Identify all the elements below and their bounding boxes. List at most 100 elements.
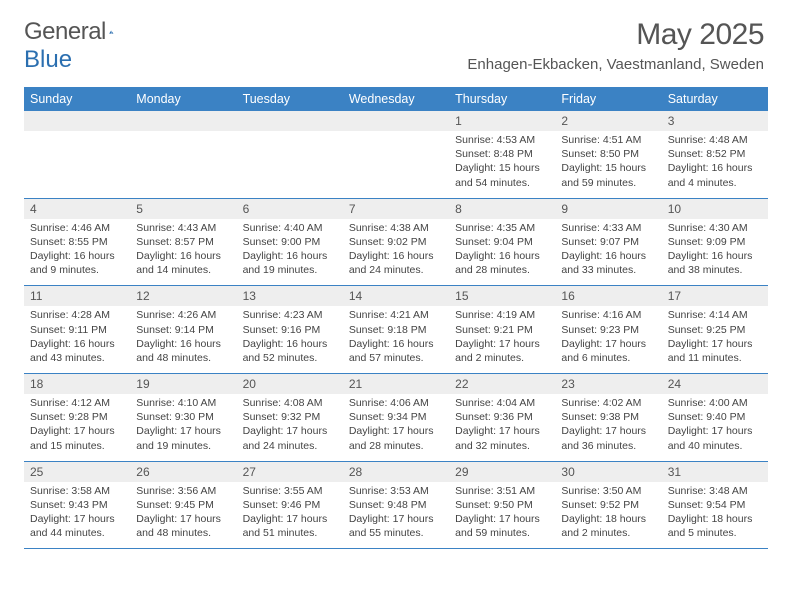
daylight-text: Daylight: 17 hours and 15 minutes. bbox=[30, 424, 124, 452]
calendar-week: 45678910Sunrise: 4:46 AMSunset: 8:55 PMD… bbox=[24, 199, 768, 287]
day-cell bbox=[24, 131, 130, 198]
sunrise-text: Sunrise: 4:38 AM bbox=[349, 221, 443, 235]
daynum-row: 18192021222324 bbox=[24, 374, 768, 394]
day-number: 15 bbox=[449, 286, 555, 306]
daydata-row: Sunrise: 4:28 AMSunset: 9:11 PMDaylight:… bbox=[24, 306, 768, 373]
sunrise-text: Sunrise: 4:33 AM bbox=[561, 221, 655, 235]
sunrise-text: Sunrise: 3:53 AM bbox=[349, 484, 443, 498]
day-number: 7 bbox=[343, 199, 449, 219]
daynum-row: 11121314151617 bbox=[24, 286, 768, 306]
daylight-text: Daylight: 15 hours and 54 minutes. bbox=[455, 161, 549, 189]
brand-logo: General bbox=[24, 18, 137, 46]
daylight-text: Daylight: 17 hours and 32 minutes. bbox=[455, 424, 549, 452]
day-cell: Sunrise: 4:10 AMSunset: 9:30 PMDaylight:… bbox=[130, 394, 236, 461]
day-cell: Sunrise: 3:48 AMSunset: 9:54 PMDaylight:… bbox=[662, 482, 768, 549]
sunrise-text: Sunrise: 4:10 AM bbox=[136, 396, 230, 410]
sunrise-text: Sunrise: 4:02 AM bbox=[561, 396, 655, 410]
daylight-text: Daylight: 17 hours and 24 minutes. bbox=[243, 424, 337, 452]
calendar: Sunday Monday Tuesday Wednesday Thursday… bbox=[24, 87, 768, 549]
daylight-text: Daylight: 16 hours and 38 minutes. bbox=[668, 249, 762, 277]
sunrise-text: Sunrise: 4:26 AM bbox=[136, 308, 230, 322]
daylight-text: Daylight: 16 hours and 28 minutes. bbox=[455, 249, 549, 277]
daylight-text: Daylight: 16 hours and 43 minutes. bbox=[30, 337, 124, 365]
sunrise-text: Sunrise: 4:16 AM bbox=[561, 308, 655, 322]
daynum-row: 123 bbox=[24, 111, 768, 131]
daylight-text: Daylight: 15 hours and 59 minutes. bbox=[561, 161, 655, 189]
daylight-text: Daylight: 17 hours and 6 minutes. bbox=[561, 337, 655, 365]
day-number bbox=[237, 111, 343, 131]
sunrise-text: Sunrise: 4:12 AM bbox=[30, 396, 124, 410]
daynum-row: 45678910 bbox=[24, 199, 768, 219]
day-number: 1 bbox=[449, 111, 555, 131]
day-number: 21 bbox=[343, 374, 449, 394]
sunrise-text: Sunrise: 4:48 AM bbox=[668, 133, 762, 147]
daylight-text: Daylight: 16 hours and 52 minutes. bbox=[243, 337, 337, 365]
day-cell: Sunrise: 4:28 AMSunset: 9:11 PMDaylight:… bbox=[24, 306, 130, 373]
calendar-body: 123Sunrise: 4:53 AMSunset: 8:48 PMDaylig… bbox=[24, 111, 768, 549]
day-cell: Sunrise: 4:40 AMSunset: 9:00 PMDaylight:… bbox=[237, 219, 343, 286]
day-cell: Sunrise: 4:33 AMSunset: 9:07 PMDaylight:… bbox=[555, 219, 661, 286]
sunrise-text: Sunrise: 4:30 AM bbox=[668, 221, 762, 235]
sunrise-text: Sunrise: 4:00 AM bbox=[668, 396, 762, 410]
day-number: 20 bbox=[237, 374, 343, 394]
sail-icon bbox=[109, 21, 114, 43]
sunset-text: Sunset: 9:30 PM bbox=[136, 410, 230, 424]
sunrise-text: Sunrise: 4:43 AM bbox=[136, 221, 230, 235]
sunset-text: Sunset: 9:07 PM bbox=[561, 235, 655, 249]
day-number: 17 bbox=[662, 286, 768, 306]
sunset-text: Sunset: 9:23 PM bbox=[561, 323, 655, 337]
sunset-text: Sunset: 9:04 PM bbox=[455, 235, 549, 249]
calendar-header-row: Sunday Monday Tuesday Wednesday Thursday… bbox=[24, 87, 768, 111]
day-cell: Sunrise: 4:46 AMSunset: 8:55 PMDaylight:… bbox=[24, 219, 130, 286]
daylight-text: Daylight: 16 hours and 33 minutes. bbox=[561, 249, 655, 277]
brand-text-2: Blue bbox=[24, 46, 72, 74]
day-number: 19 bbox=[130, 374, 236, 394]
day-number: 4 bbox=[24, 199, 130, 219]
day-cell: Sunrise: 4:53 AMSunset: 8:48 PMDaylight:… bbox=[449, 131, 555, 198]
calendar-week: 123Sunrise: 4:53 AMSunset: 8:48 PMDaylig… bbox=[24, 111, 768, 199]
daylight-text: Daylight: 17 hours and 55 minutes. bbox=[349, 512, 443, 540]
sunrise-text: Sunrise: 4:19 AM bbox=[455, 308, 549, 322]
day-cell: Sunrise: 4:12 AMSunset: 9:28 PMDaylight:… bbox=[24, 394, 130, 461]
day-cell bbox=[343, 131, 449, 198]
daylight-text: Daylight: 17 hours and 48 minutes. bbox=[136, 512, 230, 540]
day-cell: Sunrise: 4:48 AMSunset: 8:52 PMDaylight:… bbox=[662, 131, 768, 198]
sunset-text: Sunset: 9:02 PM bbox=[349, 235, 443, 249]
sunrise-text: Sunrise: 4:46 AM bbox=[30, 221, 124, 235]
sunset-text: Sunset: 9:52 PM bbox=[561, 498, 655, 512]
day-number: 24 bbox=[662, 374, 768, 394]
sunset-text: Sunset: 9:09 PM bbox=[668, 235, 762, 249]
day-cell: Sunrise: 4:43 AMSunset: 8:57 PMDaylight:… bbox=[130, 219, 236, 286]
sunrise-text: Sunrise: 4:35 AM bbox=[455, 221, 549, 235]
sunset-text: Sunset: 9:11 PM bbox=[30, 323, 124, 337]
day-number: 8 bbox=[449, 199, 555, 219]
day-number: 18 bbox=[24, 374, 130, 394]
sunrise-text: Sunrise: 4:14 AM bbox=[668, 308, 762, 322]
day-cell bbox=[237, 131, 343, 198]
day-cell: Sunrise: 4:19 AMSunset: 9:21 PMDaylight:… bbox=[449, 306, 555, 373]
day-cell: Sunrise: 3:53 AMSunset: 9:48 PMDaylight:… bbox=[343, 482, 449, 549]
weekday-sat: Saturday bbox=[662, 87, 768, 111]
day-cell: Sunrise: 4:51 AMSunset: 8:50 PMDaylight:… bbox=[555, 131, 661, 198]
sunrise-text: Sunrise: 4:06 AM bbox=[349, 396, 443, 410]
day-number bbox=[24, 111, 130, 131]
sunset-text: Sunset: 8:50 PM bbox=[561, 147, 655, 161]
day-cell: Sunrise: 4:16 AMSunset: 9:23 PMDaylight:… bbox=[555, 306, 661, 373]
day-number bbox=[130, 111, 236, 131]
daylight-text: Daylight: 17 hours and 11 minutes. bbox=[668, 337, 762, 365]
sunrise-text: Sunrise: 4:28 AM bbox=[30, 308, 124, 322]
daylight-text: Daylight: 18 hours and 2 minutes. bbox=[561, 512, 655, 540]
sunrise-text: Sunrise: 4:04 AM bbox=[455, 396, 549, 410]
sunset-text: Sunset: 9:38 PM bbox=[561, 410, 655, 424]
daylight-text: Daylight: 16 hours and 4 minutes. bbox=[668, 161, 762, 189]
day-number: 27 bbox=[237, 462, 343, 482]
sunset-text: Sunset: 9:46 PM bbox=[243, 498, 337, 512]
daylight-text: Daylight: 17 hours and 59 minutes. bbox=[455, 512, 549, 540]
sunset-text: Sunset: 9:25 PM bbox=[668, 323, 762, 337]
day-number: 10 bbox=[662, 199, 768, 219]
day-number: 6 bbox=[237, 199, 343, 219]
day-number: 9 bbox=[555, 199, 661, 219]
day-number: 3 bbox=[662, 111, 768, 131]
sunset-text: Sunset: 9:21 PM bbox=[455, 323, 549, 337]
sunset-text: Sunset: 9:45 PM bbox=[136, 498, 230, 512]
